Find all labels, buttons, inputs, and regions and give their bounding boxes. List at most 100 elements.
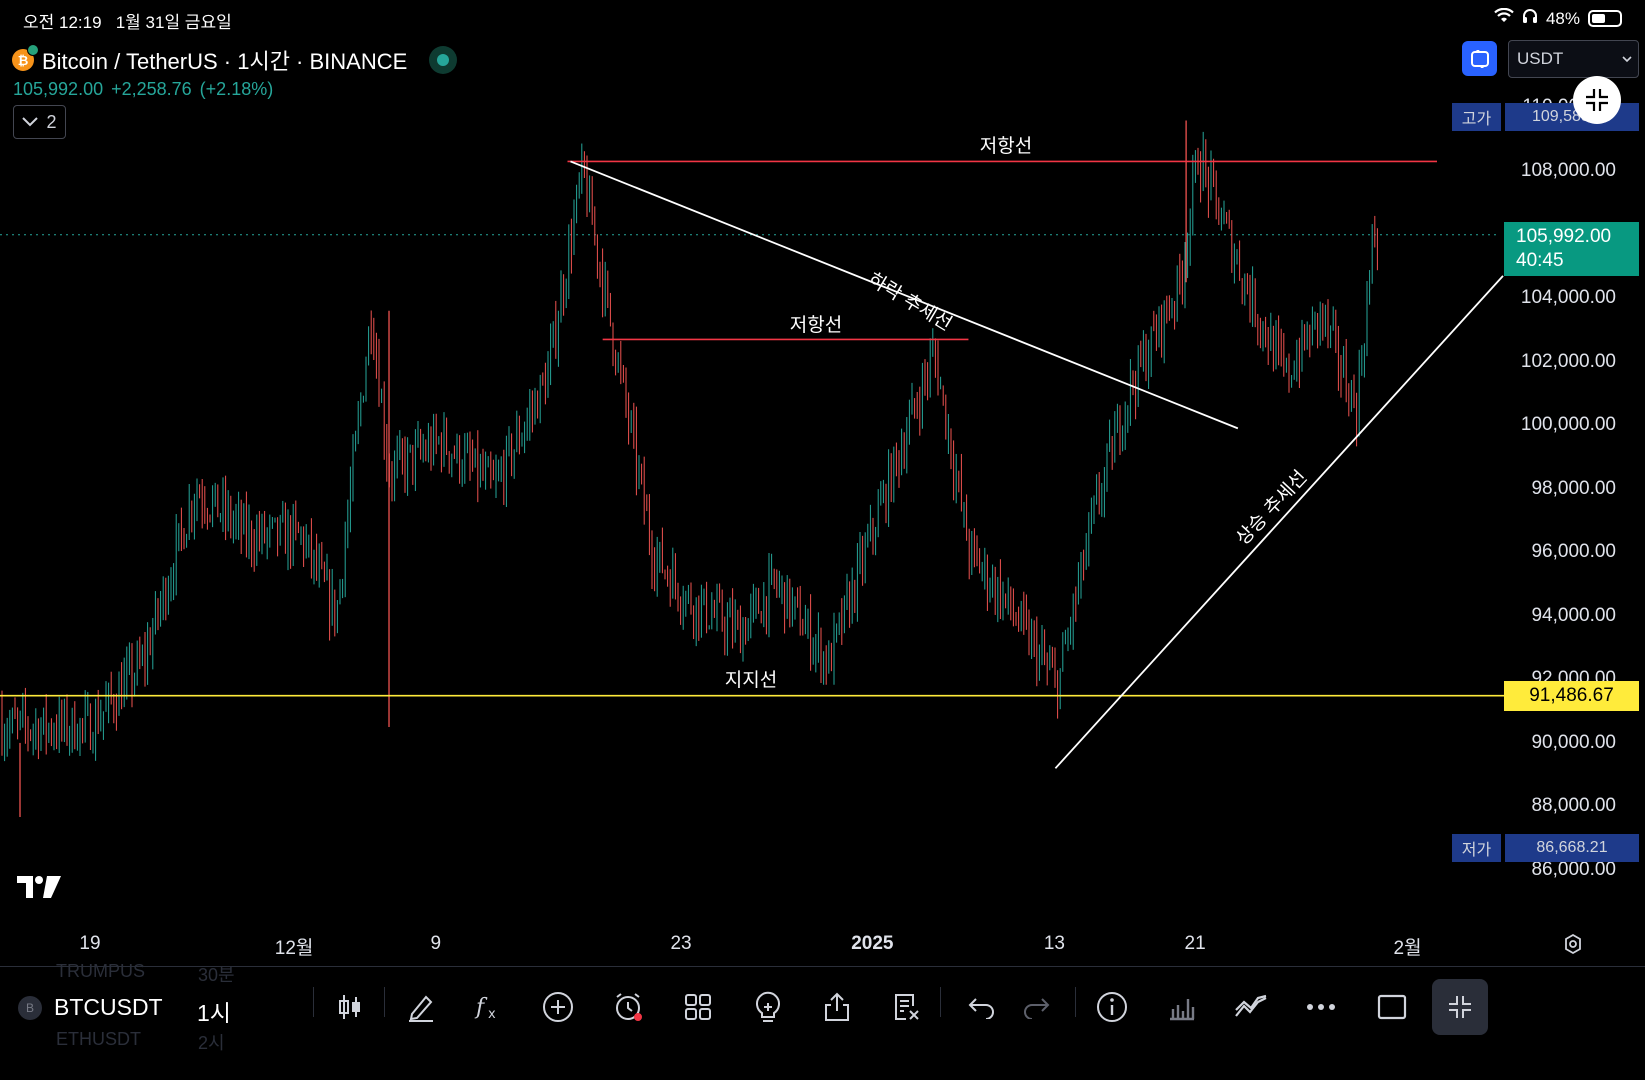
- layout-button[interactable]: [676, 985, 720, 1029]
- price-summary: 105,992.00 +2,258.76 (+2.18%): [13, 79, 273, 100]
- redo-button[interactable]: [1014, 985, 1058, 1029]
- sync-icon: [1470, 49, 1489, 68]
- price-axis-label: 94,000.00: [1531, 604, 1616, 626]
- volume-button[interactable]: [1160, 985, 1204, 1029]
- price-axis-label: 90,000.00: [1531, 731, 1616, 753]
- redo-icon: [1024, 998, 1050, 1019]
- symbol-title: Bitcoin / TetherUS · 1시간 · BINANCE: [42, 49, 408, 74]
- last-price: 105,992.00: [13, 79, 104, 99]
- more-button[interactable]: [1299, 985, 1343, 1029]
- share-icon: [825, 992, 849, 1021]
- share-button[interactable]: [815, 985, 859, 1029]
- svg-text:f: f: [474, 995, 488, 1020]
- undo-button[interactable]: [960, 985, 1004, 1029]
- indicators-toggle[interactable]: 2: [13, 105, 66, 139]
- price-change-percent: (+2.18%): [199, 79, 274, 99]
- time-axis-label: 23: [670, 933, 692, 954]
- price-axis-label: 108,000.00: [1520, 160, 1616, 181]
- add-button[interactable]: [536, 985, 580, 1029]
- toolbar-divider: [313, 987, 314, 1017]
- status-bar: 오전 12:19 1월 31일 금요일 48%: [0, 0, 1645, 34]
- toolbar-divider: [384, 987, 385, 1017]
- status-icons: 48%: [1494, 7, 1622, 29]
- collapse-icon: [1449, 996, 1471, 1018]
- price-axis-label: 88,000.00: [1531, 795, 1616, 817]
- sync-button[interactable]: [1462, 41, 1497, 76]
- watchlist-next-symbol[interactable]: ETHUSDT: [56, 1029, 141, 1049]
- price-axis-label: 96,000.00: [1531, 541, 1616, 563]
- alert-button[interactable]: [607, 985, 651, 1029]
- price-change: +2,258.76: [111, 79, 192, 99]
- symbol-logo-icon: B: [18, 995, 42, 1020]
- current-price-value: 105,992.00: [1516, 226, 1612, 247]
- time-axis-label: 21: [1184, 933, 1206, 954]
- low-price-value: 86,668.21: [1505, 834, 1639, 862]
- collapse-toolbar-button[interactable]: [1432, 979, 1488, 1035]
- time-axis-settings-button[interactable]: [1561, 932, 1585, 956]
- indicator-count: 2: [46, 111, 57, 132]
- toolbar-divider: [940, 987, 941, 1017]
- watchlist-prev-symbol[interactable]: TRUMPUS: [56, 961, 145, 981]
- alert-icon: [616, 993, 642, 1021]
- info-icon: [1097, 992, 1127, 1022]
- downtrend-label: 하락 추세선: [864, 268, 955, 335]
- time-axis-label: 12월: [274, 938, 314, 959]
- currency-value: USDT: [1517, 49, 1564, 68]
- price-axis-label: 100,000.00: [1520, 414, 1616, 436]
- drawing-tools-button[interactable]: [399, 985, 443, 1029]
- symbol-header[interactable]: ₿ Bitcoin / TetherUS · 1시간 · BINANCE: [12, 44, 458, 76]
- downtrend-line: [570, 160, 1239, 430]
- toolbar-divider: [1075, 987, 1076, 1017]
- idea-icon: [756, 991, 780, 1022]
- market-open-icon[interactable]: [429, 46, 458, 74]
- current-price-tag: 105,992.00 40:45: [1504, 222, 1639, 276]
- status-date: 1월 31일 금요일: [115, 13, 232, 32]
- time-axis-label: 9: [430, 933, 442, 954]
- price-axis-label: 102,000.00: [1520, 350, 1616, 372]
- time-axis-label: 19: [79, 933, 101, 954]
- add-icon: [543, 992, 573, 1022]
- price-axis-label: 98,000.00: [1531, 477, 1616, 499]
- ideas-button[interactable]: [746, 985, 790, 1029]
- time-axis-label: 2월: [1393, 938, 1422, 959]
- high-price-label: 고가: [1452, 103, 1501, 131]
- layout-icon: [685, 994, 711, 1020]
- status-time: 오전 12:19 1월 31일 금요일: [23, 8, 232, 33]
- resistance-label-top: 저항선: [980, 135, 1032, 157]
- compare-button[interactable]: [1229, 985, 1273, 1029]
- bitcoin-icon: ₿: [12, 44, 39, 71]
- undo-icon: [968, 998, 994, 1019]
- more-icon: [1307, 1004, 1335, 1010]
- time-axis-label: 2025: [851, 933, 894, 954]
- tradingview-logo: [17, 876, 61, 905]
- chevron-down-icon: [22, 117, 39, 127]
- chart-type-button[interactable]: [328, 985, 372, 1029]
- price-axis-label: 104,000.00: [1520, 287, 1616, 309]
- symbol-button[interactable]: B BTCUSDT: [18, 994, 163, 1021]
- uptrend-label: 상승 추세선: [1232, 466, 1312, 549]
- watchlist-remove-icon: [895, 994, 919, 1020]
- interval-button[interactable]: 1시: [197, 1000, 231, 1026]
- watchlist-remove-button[interactable]: [885, 985, 929, 1029]
- headphones-icon: [1522, 8, 1538, 29]
- currency-select[interactable]: USDT: [1508, 40, 1639, 78]
- fullscreen-button[interactable]: [1370, 985, 1414, 1029]
- low-price-label: 저가: [1452, 834, 1501, 862]
- candle-countdown: 40:45: [1516, 250, 1564, 271]
- collapse-button[interactable]: [1573, 76, 1621, 124]
- compare-icon: [1235, 994, 1267, 1017]
- battery-icon: [1588, 10, 1622, 27]
- collapse-icon: [1586, 89, 1608, 111]
- volume-icon: [1170, 999, 1195, 1021]
- status-clock: 오전 12:19: [23, 13, 102, 32]
- support-label: 지지선: [725, 669, 777, 691]
- time-axis-label: 13: [1043, 933, 1065, 954]
- fullscreen-icon: [1377, 994, 1407, 1020]
- support-price-tag: 91,486.67: [1504, 681, 1639, 711]
- battery-percent: 48%: [1545, 8, 1580, 28]
- watchlist-prev-interval: 30분: [198, 965, 235, 985]
- info-button[interactable]: [1090, 985, 1134, 1029]
